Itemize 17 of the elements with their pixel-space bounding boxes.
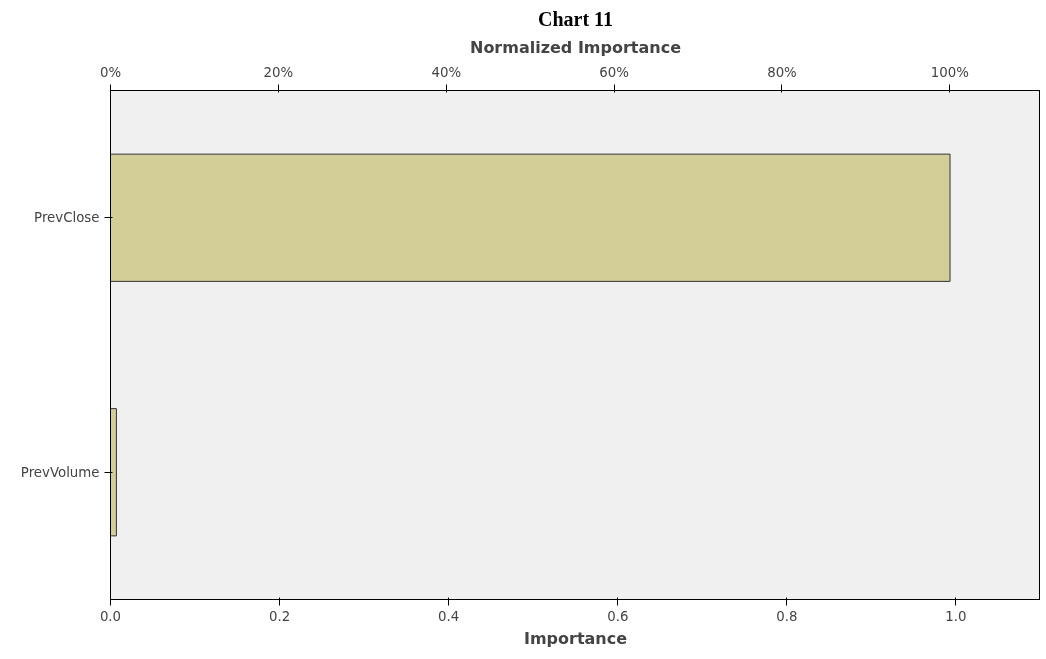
- x-tick-label: 0.4: [438, 608, 460, 624]
- y-tick-label: PrevVolume: [20, 464, 100, 480]
- x2-tick-label: 40%: [431, 64, 462, 80]
- x-tick-label: 0.2: [268, 608, 291, 624]
- x-tick-label: 0.6: [607, 608, 629, 624]
- x2-tick-label: 0%: [99, 64, 122, 80]
- x2-tick-label: 60%: [599, 64, 629, 80]
- y-tick-label: PrevClose: [34, 210, 100, 226]
- x-tick-label: 0.8: [776, 608, 798, 624]
- x2-tick-label: 20%: [263, 64, 294, 80]
- x2-tick-label: 100%: [930, 64, 969, 80]
- x2-tick-label: 80%: [767, 64, 797, 80]
- chart-title: Chart 11: [538, 7, 613, 30]
- x2-axis-title: Normalized Importance: [469, 37, 682, 57]
- x-tick-label: 0.0: [99, 608, 122, 624]
- x-tick-label: 1.0: [945, 608, 967, 624]
- x-axis-title: Importance: [523, 628, 628, 648]
